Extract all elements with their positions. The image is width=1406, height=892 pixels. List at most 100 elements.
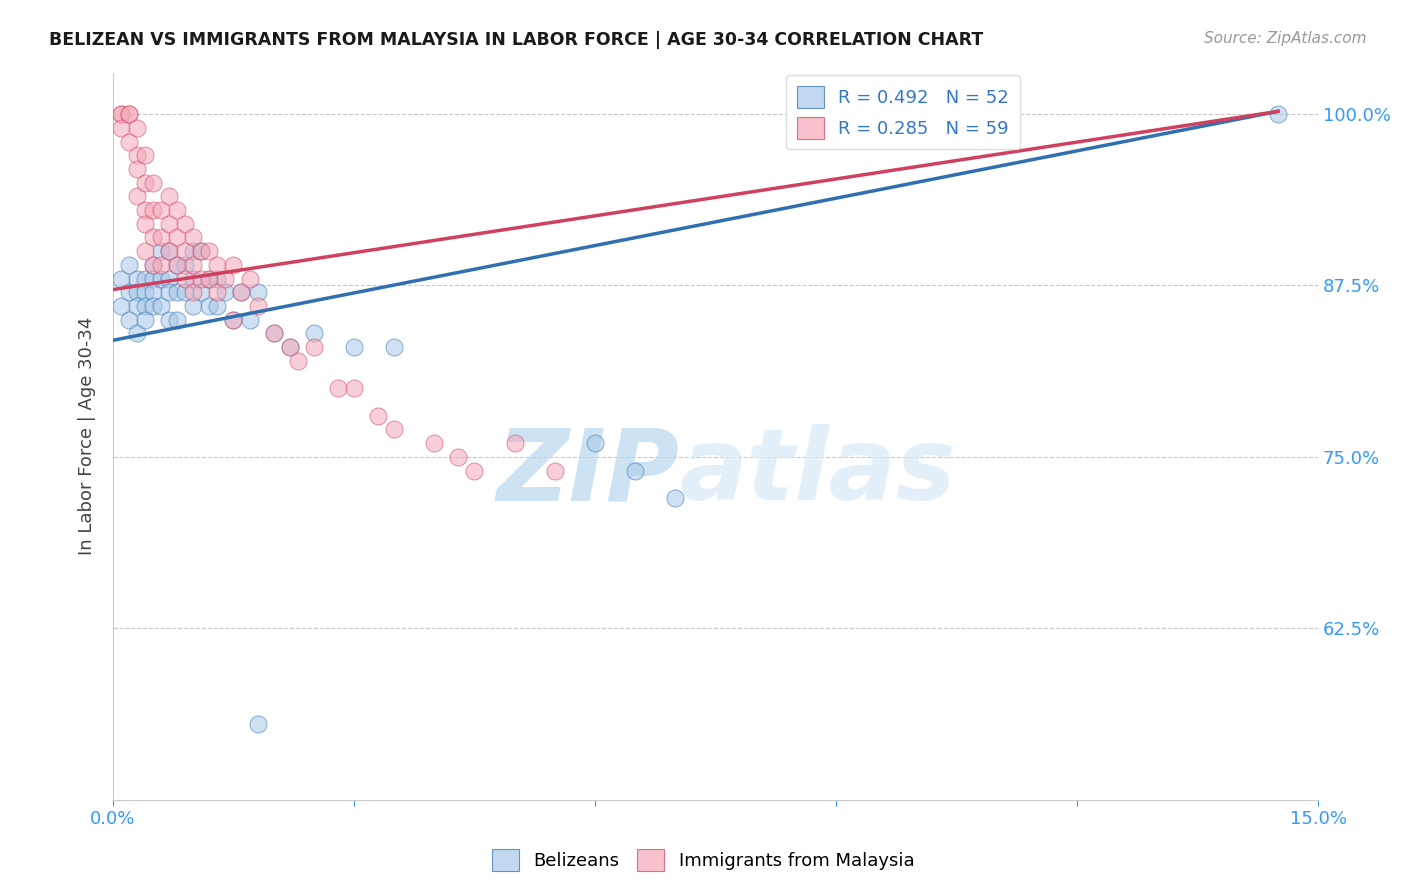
Point bbox=[142, 202, 165, 217]
Point bbox=[181, 258, 204, 272]
Point bbox=[447, 450, 470, 464]
Point bbox=[157, 271, 180, 285]
Point bbox=[157, 244, 180, 259]
Point bbox=[118, 312, 141, 326]
Point bbox=[181, 244, 204, 259]
Point bbox=[110, 107, 132, 121]
Point bbox=[287, 354, 309, 368]
Point bbox=[343, 340, 366, 354]
Point bbox=[367, 409, 389, 423]
Point bbox=[125, 189, 148, 203]
Point bbox=[166, 285, 188, 300]
Point bbox=[118, 135, 141, 149]
Point bbox=[238, 312, 260, 326]
Point bbox=[278, 340, 301, 354]
Point bbox=[664, 491, 686, 505]
Point bbox=[110, 271, 132, 285]
Point bbox=[263, 326, 285, 341]
Point bbox=[423, 436, 446, 450]
Point bbox=[302, 340, 325, 354]
Point bbox=[198, 271, 221, 285]
Point bbox=[142, 271, 165, 285]
Point bbox=[118, 258, 141, 272]
Point bbox=[125, 271, 148, 285]
Point bbox=[326, 381, 349, 395]
Point bbox=[150, 271, 173, 285]
Point bbox=[110, 299, 132, 313]
Point bbox=[624, 463, 647, 477]
Point bbox=[125, 120, 148, 135]
Point bbox=[190, 271, 212, 285]
Point bbox=[174, 285, 197, 300]
Text: Source: ZipAtlas.com: Source: ZipAtlas.com bbox=[1204, 31, 1367, 46]
Point bbox=[174, 244, 197, 259]
Point bbox=[214, 285, 236, 300]
Point bbox=[222, 312, 245, 326]
Point bbox=[246, 717, 269, 731]
Point bbox=[134, 271, 156, 285]
Point bbox=[198, 299, 221, 313]
Point bbox=[166, 258, 188, 272]
Point bbox=[150, 230, 173, 244]
Point bbox=[125, 161, 148, 176]
Point bbox=[207, 285, 229, 300]
Point bbox=[246, 285, 269, 300]
Point bbox=[125, 148, 148, 162]
Point bbox=[134, 202, 156, 217]
Point bbox=[157, 312, 180, 326]
Point bbox=[190, 244, 212, 259]
Point bbox=[214, 271, 236, 285]
Point bbox=[174, 271, 197, 285]
Point bbox=[382, 340, 405, 354]
Text: ZIP: ZIP bbox=[496, 424, 679, 521]
Point bbox=[134, 176, 156, 190]
Point bbox=[134, 299, 156, 313]
Point bbox=[278, 340, 301, 354]
Point bbox=[125, 326, 148, 341]
Point bbox=[150, 299, 173, 313]
Point bbox=[343, 381, 366, 395]
Point bbox=[118, 107, 141, 121]
Point bbox=[125, 299, 148, 313]
Y-axis label: In Labor Force | Age 30-34: In Labor Force | Age 30-34 bbox=[79, 317, 96, 556]
Point bbox=[198, 244, 221, 259]
Point bbox=[110, 107, 132, 121]
Point bbox=[134, 285, 156, 300]
Point bbox=[150, 244, 173, 259]
Point bbox=[134, 244, 156, 259]
Point bbox=[142, 258, 165, 272]
Point bbox=[142, 230, 165, 244]
Point bbox=[503, 436, 526, 450]
Point bbox=[142, 285, 165, 300]
Point bbox=[246, 299, 269, 313]
Text: atlas: atlas bbox=[679, 424, 956, 521]
Point bbox=[1267, 107, 1289, 121]
Point bbox=[157, 244, 180, 259]
Point bbox=[463, 463, 485, 477]
Point bbox=[181, 285, 204, 300]
Point bbox=[207, 271, 229, 285]
Point bbox=[174, 258, 197, 272]
Point bbox=[125, 285, 148, 300]
Point bbox=[181, 271, 204, 285]
Point bbox=[382, 422, 405, 436]
Point bbox=[190, 244, 212, 259]
Point bbox=[181, 299, 204, 313]
Point bbox=[544, 463, 567, 477]
Point bbox=[174, 217, 197, 231]
Point bbox=[166, 202, 188, 217]
Point bbox=[198, 271, 221, 285]
Point bbox=[118, 285, 141, 300]
Point bbox=[231, 285, 253, 300]
Point bbox=[118, 107, 141, 121]
Point bbox=[166, 312, 188, 326]
Point bbox=[222, 258, 245, 272]
Point bbox=[134, 148, 156, 162]
Point bbox=[157, 285, 180, 300]
Point bbox=[157, 217, 180, 231]
Point bbox=[142, 258, 165, 272]
Point bbox=[166, 258, 188, 272]
Point bbox=[150, 258, 173, 272]
Point bbox=[142, 299, 165, 313]
Point bbox=[222, 312, 245, 326]
